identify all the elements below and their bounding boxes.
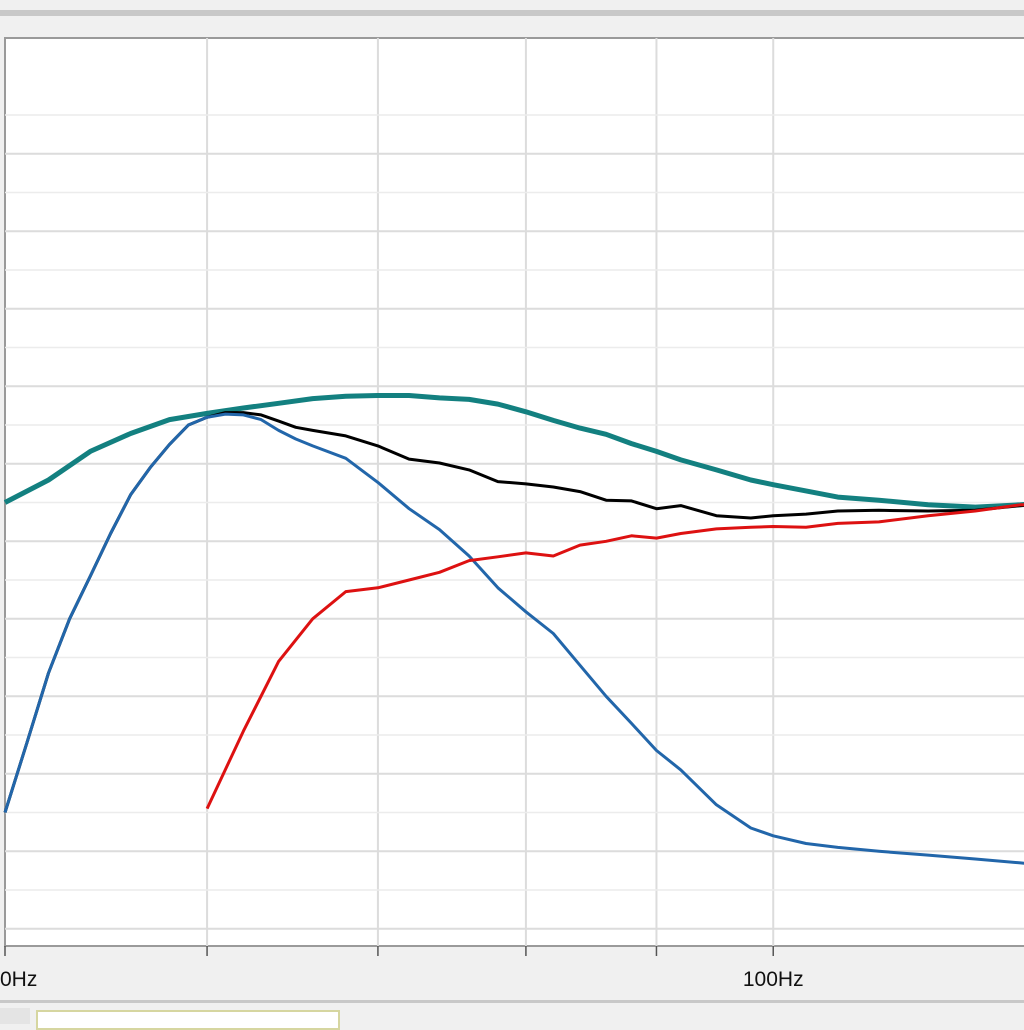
x-axis-ticks: 0Hz 100Hz	[0, 946, 804, 991]
bottom-left-tab[interactable]	[0, 1008, 30, 1024]
plot-area	[4, 37, 1024, 947]
series-line-teal	[3, 393, 1024, 510]
window-top-bar	[0, 0, 1024, 10]
bottom-separator	[0, 1000, 1024, 1003]
grid	[5, 38, 1024, 946]
x-tick-label: 0Hz	[0, 968, 37, 991]
series-lines	[3, 393, 1024, 865]
bottom-input-panel[interactable]	[36, 1010, 340, 1030]
frequency-response-chart: 0Hz 100Hz	[0, 37, 1024, 991]
x-tick-label: 100Hz	[743, 968, 804, 991]
window-top-border	[0, 10, 1024, 16]
series-line-red	[205, 503, 1024, 810]
series-line-blue	[3, 412, 1024, 865]
